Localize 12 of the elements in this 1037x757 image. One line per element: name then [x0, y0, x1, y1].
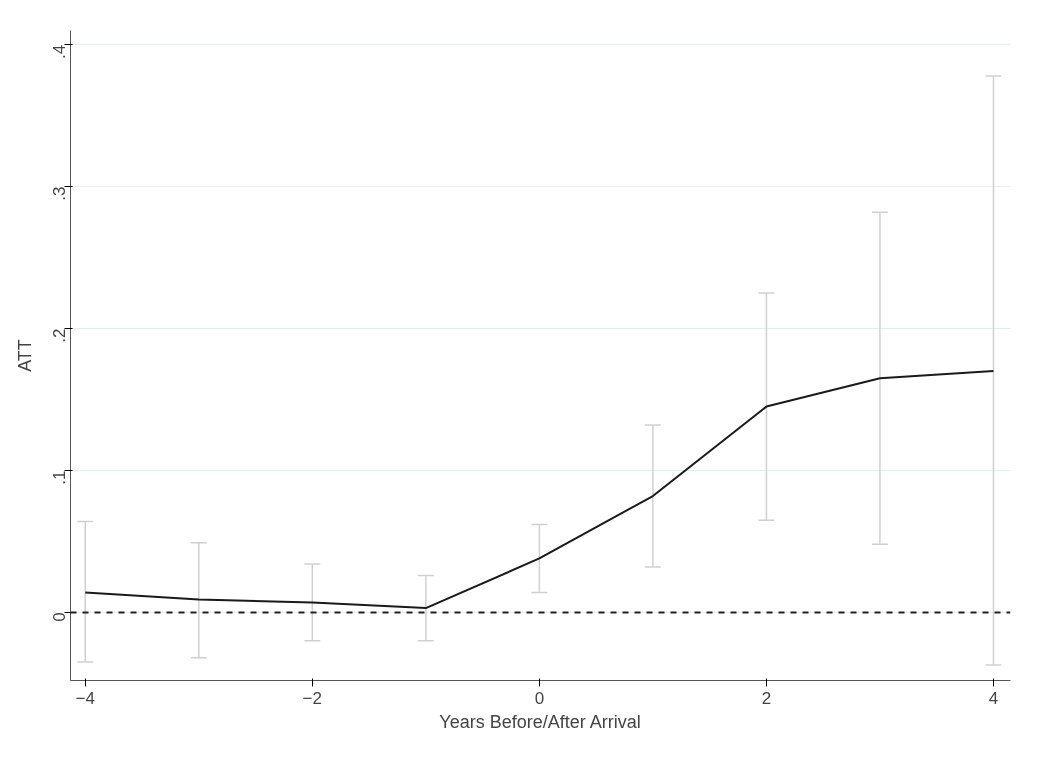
x-axis-title: Years Before/After Arrival [439, 711, 641, 732]
y-tick-label: 0 [50, 612, 70, 622]
y-tick-label: .4 [50, 44, 70, 59]
y-tick-label: .3 [50, 186, 70, 201]
x-tick-label: −2 [302, 688, 323, 708]
y-tick-label: .1 [50, 470, 70, 485]
y-tick-label: .2 [50, 328, 70, 343]
x-tick-label: 4 [988, 688, 999, 708]
x-tick-label: 2 [761, 688, 772, 708]
x-tick-label: 0 [534, 688, 545, 708]
y-axis-title: ATT [14, 339, 35, 372]
x-tick-label: −4 [75, 688, 95, 708]
